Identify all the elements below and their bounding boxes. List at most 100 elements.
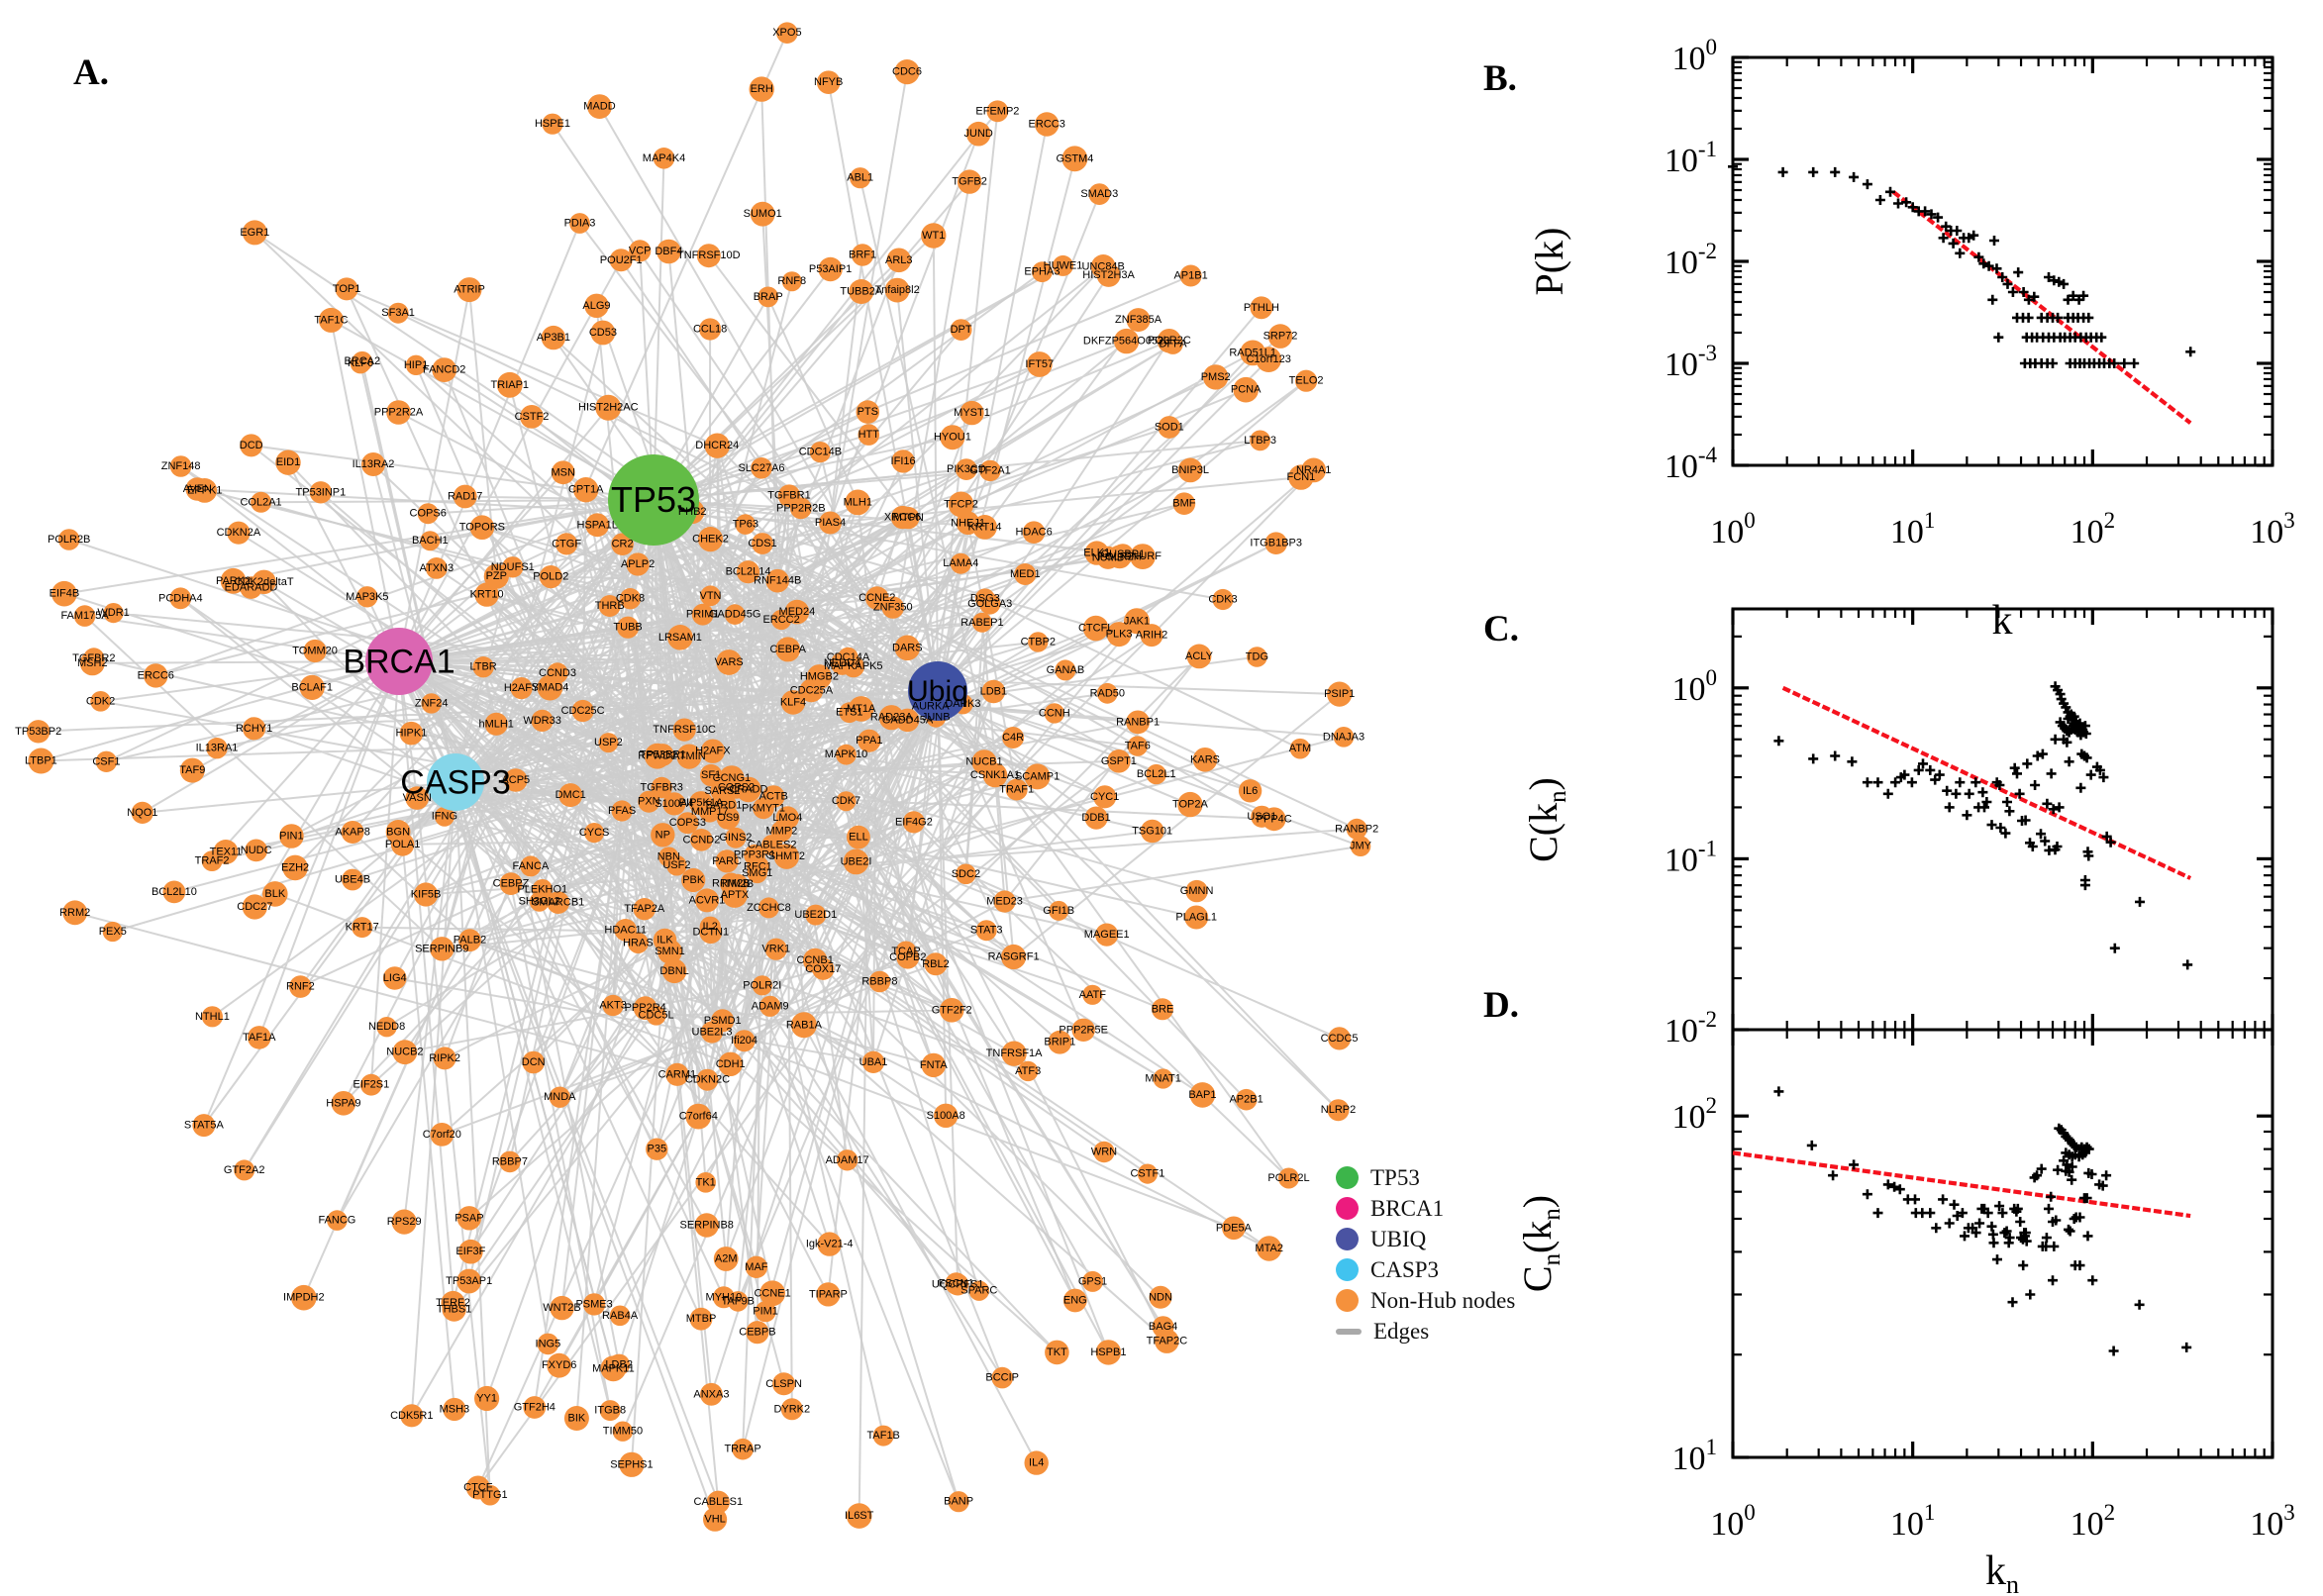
brca1-node-icon [1336,1197,1359,1220]
network-node [747,862,767,884]
network-node [979,459,1001,482]
network-node-label: BRF1 [849,249,876,261]
network-node [262,881,288,907]
network-node-label: VASN [403,792,432,804]
network-node-label: NUCB1 [965,756,1002,768]
network-node-label: GADD45G [709,609,761,621]
network-node [1096,682,1118,704]
svg-text:101: 101 [1890,1500,1936,1543]
network-node [1235,1088,1258,1111]
network-node-label: DYRK2 [773,1403,810,1415]
network-node-label: SMARCB1 [532,897,584,909]
network-node [700,1382,723,1406]
network-node-label: STAT3 [970,925,1003,937]
network-node [978,593,1001,615]
svg-text:100: 100 [1710,1500,1756,1543]
network-node-label: RASGRF1 [988,951,1040,963]
network-node [28,748,54,774]
network-node-label: EFEMP2 [975,105,1019,117]
network-node [1333,727,1355,748]
network-node-label: SMAD4 [531,682,568,694]
network-node-label: PPP3R1 [734,849,775,861]
network-node [732,1438,754,1460]
network-node [537,1333,559,1355]
network-node [385,820,411,845]
network-node [1001,944,1027,970]
network-node [434,806,454,827]
network-node-label: POU2F1 [600,254,643,266]
network-node-label: LTBR [469,661,496,673]
network-node-label: CARM1 [658,1068,697,1080]
network-node [1328,1027,1352,1050]
network-node-label: LRSAM1 [658,632,702,644]
network-node [587,94,612,119]
plot-D: 102 101 100 101 102 103 kn Cn(kn) [1515,1028,2295,1596]
network-node-label: CR2 [612,539,634,550]
hub-node-CASP3 [427,753,484,811]
network-node [342,868,363,891]
network-node-label: UBE2I [841,855,872,867]
network-node-label: HTT [858,429,880,441]
network-node-label: SH3GL2 [519,896,560,908]
network-node-label: JAK1 [1124,615,1150,627]
network-node [57,529,80,550]
svg-text:kn: kn [1985,1548,2019,1596]
network-node-label: SMG1 [742,867,772,879]
network-node [539,565,562,589]
network-node [836,1149,858,1171]
network-node [799,678,824,703]
network-node-label: COX17 [805,963,841,975]
network-node [646,1138,668,1160]
network-node-label: EGR1 [240,227,269,239]
network-node [881,596,904,619]
network-node [972,515,997,540]
network-node-label: ARL3 [885,254,913,266]
network-panel: TCAP Ifi204 ARL3 BANP TAF9B ALG9 MAGEE1 CDC14A D… [15,22,1378,1532]
ubiq-node-icon [1336,1228,1359,1250]
network-node [341,821,364,844]
network-node-label: GUSBP1 [1101,549,1146,560]
network-node [924,952,948,976]
network-node [456,1206,482,1231]
network-node [352,350,373,372]
network-node [169,587,192,610]
network-node [73,605,96,627]
network-node-label: ATMIN [672,750,705,762]
network-node-label: Tnfaip8l2 [874,284,919,296]
network-node-label: TP53AP1 [446,1275,492,1287]
network-node-label: MMP17 [691,806,729,818]
network-node [1082,984,1103,1005]
network-node-label: MSH3 [440,1404,470,1416]
network-node-label: NEDD4 [824,657,860,669]
network-node-label: VARS [715,656,744,668]
network-node-label: SEPHS1 [610,1458,653,1470]
network-node-label: LDB1 [980,686,1008,698]
network-node [547,1352,572,1378]
network-node [584,823,605,844]
network-node [496,371,523,398]
network-node [400,1404,424,1428]
network-node-label: RAD17 [448,491,482,503]
network-node-label: TP53BP1 [640,749,686,761]
network-node [392,1040,418,1065]
network-node [234,1159,255,1181]
network-node-label: SARS2 [704,785,740,797]
network-node-label: RNF144B [754,575,801,587]
legend-label: BRCA1 [1370,1195,1445,1221]
network-node [529,891,550,912]
network-node-label: ITGB8 [594,1405,626,1417]
network-node-label: PKMYT1 [742,802,785,814]
network-node [1044,703,1065,724]
network-node-label: SOD1 [1155,422,1184,434]
network-node-label: TP53BP2 [15,726,61,738]
network-node-label: IFI16 [891,455,916,467]
network-node [430,1123,454,1147]
hub-label-BRCA1: BRCA1 [343,644,454,681]
network-node-label: NQO1 [127,807,157,819]
network-node-label: MTPN [893,512,924,524]
network-node [845,489,871,516]
network-node-label: KRT10 [470,589,504,601]
network-node-label: TGFBR3 [640,782,682,794]
network-node-label: TDG [1246,651,1268,663]
network-node [1192,748,1218,772]
